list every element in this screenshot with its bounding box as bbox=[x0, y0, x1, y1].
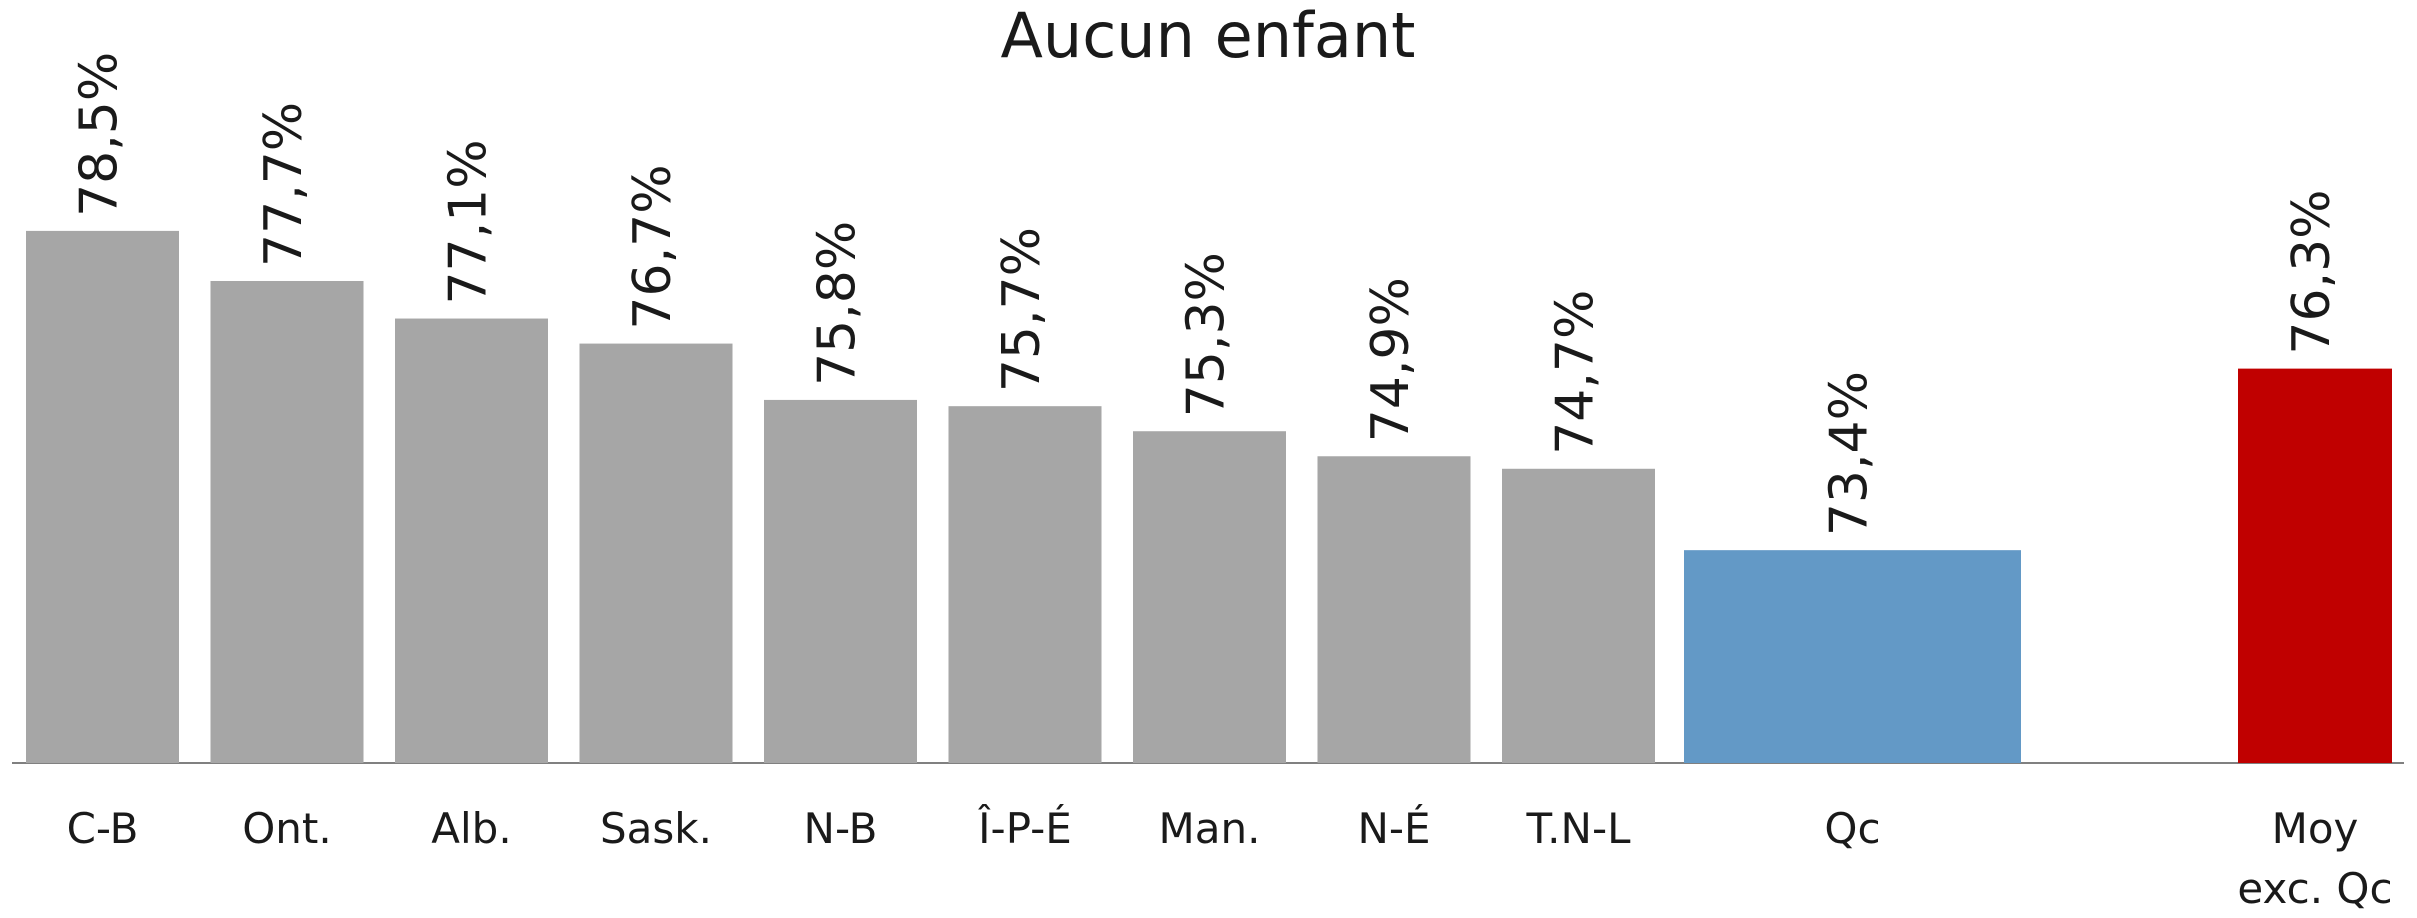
x-tick-label: Ont. bbox=[242, 804, 332, 853]
value-label: 76,3% bbox=[2282, 189, 2342, 354]
x-tick-label: C-B bbox=[66, 804, 139, 853]
x-tick-label: Î-P-É bbox=[978, 804, 1072, 853]
value-label: 75,8% bbox=[808, 221, 868, 386]
value-label: 75,3% bbox=[1177, 252, 1237, 417]
value-label: 77,1% bbox=[439, 139, 499, 304]
value-label: 76,7% bbox=[623, 164, 683, 329]
bar bbox=[395, 318, 548, 763]
chart-title: Aucun enfant bbox=[1001, 0, 1416, 72]
x-tick-label: N-B bbox=[803, 804, 878, 853]
x-tick-label: T.N-L bbox=[1526, 804, 1631, 853]
bar bbox=[764, 399, 917, 763]
bar bbox=[1684, 550, 2021, 763]
bar bbox=[579, 343, 733, 763]
bar bbox=[1133, 431, 1286, 763]
bar bbox=[1502, 468, 1655, 763]
x-tick-label: N-É bbox=[1357, 804, 1431, 853]
bar bbox=[2238, 368, 2392, 763]
value-label: 78,5% bbox=[70, 52, 130, 217]
bar bbox=[26, 230, 179, 763]
value-label: 74,9% bbox=[1361, 277, 1421, 442]
x-tick-label: Moy exc. Qc bbox=[2237, 804, 2393, 913]
x-tick-label: Alb. bbox=[431, 804, 512, 853]
x-tick-label: Sask. bbox=[600, 804, 712, 853]
value-label: 73,4% bbox=[1820, 371, 1880, 536]
bar bbox=[210, 280, 364, 763]
value-label: 74,7% bbox=[1546, 290, 1606, 455]
bar bbox=[948, 406, 1102, 763]
value-label: 77,7% bbox=[254, 102, 314, 267]
x-tick-label: Man. bbox=[1158, 804, 1261, 853]
x-tick-label: Qc bbox=[1824, 804, 1881, 853]
value-label: 75,7% bbox=[992, 227, 1052, 392]
bar bbox=[1317, 456, 1471, 763]
